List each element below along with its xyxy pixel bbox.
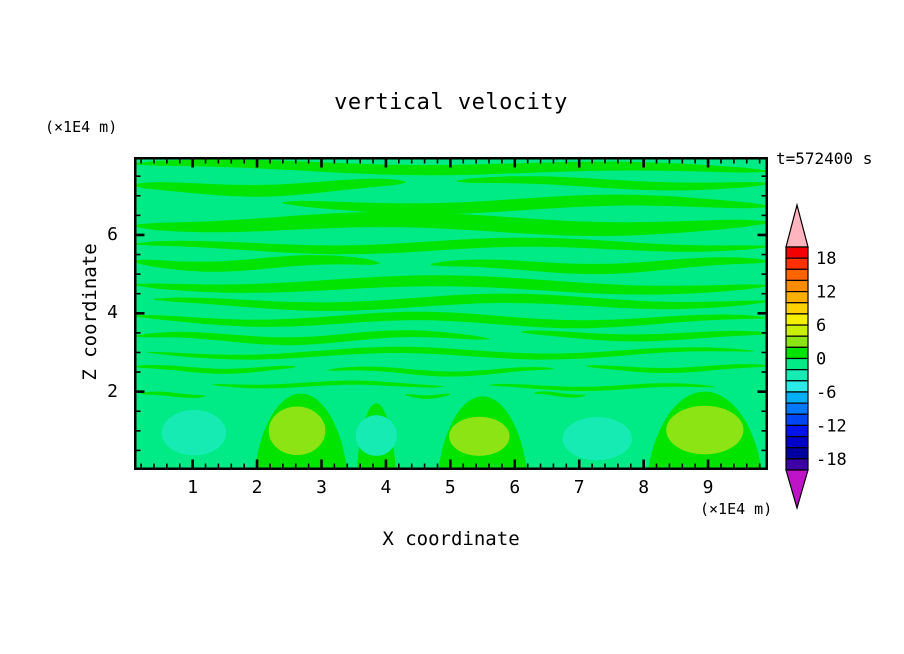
velocity-streak [456, 176, 768, 191]
colorbar-under-arrow [785, 469, 809, 511]
colorbar-segment [785, 324, 809, 337]
colorbar-segment [785, 413, 809, 426]
colorbar-segment [785, 302, 809, 315]
colorbar-segment [785, 335, 809, 348]
colorbar-segment [785, 346, 809, 360]
velocity-streak [134, 311, 768, 329]
x-tick-label: 2 [251, 477, 263, 498]
colorbar-segment [785, 268, 809, 282]
colorbar-segment [785, 402, 809, 415]
velocity-streak [134, 237, 768, 255]
chart-title: vertical velocity [334, 90, 568, 115]
y-tick-label: 4 [107, 302, 118, 324]
y-tick-label: 6 [107, 223, 118, 245]
colorbar-svg: 18 12 6 0 -6 -12 -18 [785, 202, 847, 511]
velocity-streak [134, 330, 489, 346]
x-tick-label: 6 [509, 477, 521, 498]
velocity-streak [431, 257, 768, 275]
contour-plot-svg [134, 157, 768, 609]
timestamp-label: t=572400 s [776, 149, 873, 168]
x-tick-label: 5 [444, 477, 456, 498]
colorbar-label: 0 [816, 350, 826, 370]
colorbar-segment [785, 357, 809, 371]
y-tick-label: 2 [107, 380, 118, 402]
velocity-streak [134, 178, 406, 197]
x-axis-units-label: (×1E4 m) [700, 500, 773, 518]
velocity-streak [134, 275, 768, 295]
updraft-blob [449, 416, 510, 456]
x-tick-label: 3 [316, 477, 327, 498]
colorbar-segment [785, 391, 809, 404]
colorbar-segment [785, 313, 809, 326]
colorbar-segment [785, 246, 809, 259]
velocity-streak [134, 211, 768, 236]
y-axis-units-label: (×1E4 m) [45, 118, 118, 136]
z-axis-label: Z coordinate [79, 243, 101, 381]
x-tick-label: 1 [187, 477, 199, 498]
velocity-streak [521, 330, 768, 342]
x-axis-label: X coordinate [382, 528, 520, 550]
colorbar-segment [785, 447, 809, 460]
contour-plot [134, 157, 768, 609]
downdraft-blob [355, 415, 397, 456]
colorbar-label: -18 [816, 450, 847, 470]
velocity-streak [327, 366, 554, 377]
velocity-streak [134, 365, 296, 374]
colorbar-segment [785, 257, 809, 270]
x-tick-label: 7 [573, 477, 585, 498]
colorbar-label: -6 [816, 383, 836, 403]
colorbar: 18 12 6 0 -6 -12 -18 [780, 198, 890, 514]
colorbar-segment [785, 279, 809, 293]
velocity-streak [282, 194, 768, 215]
downdraft-blob [562, 417, 632, 461]
updraft-blob [666, 405, 744, 455]
downdraft-blob [161, 410, 227, 456]
velocity-streak [585, 364, 768, 373]
colorbar-segment [785, 458, 809, 471]
colorbar-segment [785, 290, 809, 304]
colorbar-segment [785, 369, 809, 382]
velocity-streak [534, 391, 586, 398]
velocity-streak [147, 346, 754, 360]
velocity-streak [154, 293, 768, 311]
plot-border [134, 157, 768, 470]
velocity-streak [212, 380, 444, 389]
colorbar-label: 18 [816, 249, 836, 269]
colorbar-label: -12 [816, 416, 847, 436]
colorbar-segment [785, 435, 809, 449]
colorbar-over-arrow [785, 202, 809, 248]
updraft-blob [268, 406, 326, 456]
x-tick-label: 9 [702, 477, 714, 498]
x-tick-label: 4 [380, 477, 392, 498]
velocity-streak [489, 383, 715, 391]
colorbar-label: 6 [816, 316, 826, 336]
colorbar-label: 12 [816, 283, 836, 303]
colorbar-segment [785, 424, 809, 438]
colorbar-segment [785, 380, 809, 393]
velocity-streak [134, 255, 380, 272]
velocity-streak [405, 393, 451, 399]
x-tick-label: 8 [638, 477, 650, 498]
velocity-streak [141, 391, 206, 398]
